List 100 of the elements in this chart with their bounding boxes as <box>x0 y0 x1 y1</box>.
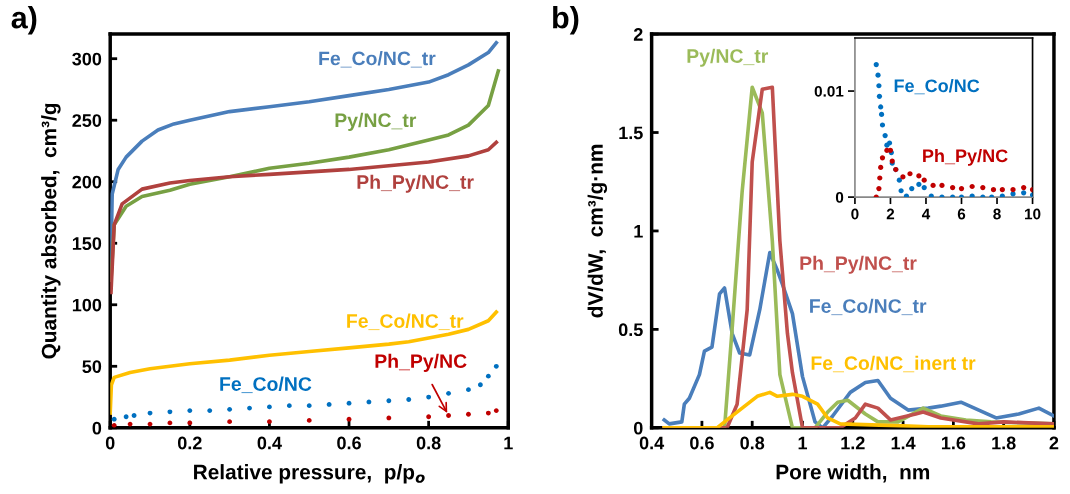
x-axis-title: Pore width, nm <box>776 464 930 483</box>
point <box>1021 190 1027 196</box>
point <box>878 104 884 110</box>
series-label: Py/NC_tr <box>687 48 769 67</box>
point <box>123 414 129 420</box>
point <box>969 183 975 190</box>
point <box>485 373 491 379</box>
series-label: Fe_Co/NC <box>220 376 312 394</box>
point <box>921 184 927 191</box>
point <box>877 175 883 181</box>
x-tick-label: 0.4 <box>257 436 282 450</box>
point <box>386 398 392 404</box>
point <box>999 187 1005 193</box>
point <box>921 177 927 183</box>
point <box>990 187 997 193</box>
point <box>306 418 312 423</box>
point <box>878 164 884 171</box>
point <box>980 184 986 191</box>
point <box>485 410 491 416</box>
point <box>882 133 888 139</box>
point <box>247 405 252 411</box>
point <box>286 403 292 409</box>
series-label: Fe_Co/NC_inert tr <box>811 355 976 373</box>
point <box>876 93 883 99</box>
point <box>493 408 499 413</box>
x-tick-label: 6 <box>957 208 966 220</box>
point <box>446 413 451 418</box>
point <box>879 155 886 161</box>
x-tick-label: 0.2 <box>177 436 202 450</box>
point <box>903 193 910 198</box>
series-label: Ph_Py/NC <box>923 148 1008 166</box>
point <box>907 171 913 177</box>
x-tick-label: 1.4 <box>891 436 916 450</box>
x-tick-label: 0.8 <box>416 436 441 450</box>
point <box>167 409 173 415</box>
point <box>446 390 451 396</box>
x-tick-label: 1.6 <box>941 436 966 450</box>
point <box>187 408 193 413</box>
chart-title: a) <box>11 6 37 35</box>
line-series <box>662 250 1054 428</box>
y-tick-label: 0 <box>92 421 102 435</box>
series-label: Fe_Co/NC_tr <box>810 298 927 316</box>
point <box>916 173 922 179</box>
point <box>493 363 499 369</box>
x-tick-label: 8 <box>993 208 1001 220</box>
x-tick-label: 0 <box>851 208 859 220</box>
point <box>939 182 945 189</box>
y-tick-label: 150 <box>72 237 102 250</box>
point <box>873 61 879 68</box>
y-tick-label: 2 <box>633 28 643 41</box>
point <box>466 387 471 393</box>
y-axis-title: dV/dW, cm³/g·nm <box>587 144 608 318</box>
point <box>1021 184 1027 191</box>
point <box>426 414 432 420</box>
x-tick-label: 1 <box>504 436 513 450</box>
series-label: Ph_Py/NC_tr <box>800 255 917 274</box>
point <box>207 408 213 413</box>
point <box>958 186 965 192</box>
x-tick-label: 1 <box>798 436 808 450</box>
point <box>1010 187 1016 193</box>
point <box>466 411 471 417</box>
x-tick-label: 0.6 <box>337 436 361 450</box>
y-tick-label: 200 <box>72 175 102 189</box>
x-tick-label: 4 <box>921 208 931 220</box>
series-label: Py/NC_tr <box>335 112 417 131</box>
point <box>969 193 975 198</box>
point <box>227 419 233 425</box>
y-tick-label: 0.5 <box>618 323 643 337</box>
point <box>898 188 904 194</box>
x-tick-label: 2 <box>1049 436 1059 450</box>
x-tick-label: 0.8 <box>740 436 765 450</box>
y-tick-label: 50 <box>82 360 102 374</box>
point <box>326 402 332 407</box>
point <box>306 403 312 409</box>
line-series <box>662 390 1054 428</box>
point <box>999 193 1005 198</box>
point <box>875 72 881 78</box>
y-tick-label: 1 <box>634 225 643 238</box>
point <box>406 397 412 402</box>
y-tick-label: 0.01 <box>814 85 844 97</box>
x-tick-label: 0.6 <box>690 436 714 450</box>
series-label: Fe_Co/NC_tr <box>319 51 436 68</box>
line-series <box>110 140 499 295</box>
point <box>267 404 272 410</box>
text: Ph_Py/NC <box>375 353 467 372</box>
y-tick-label: 100 <box>72 298 102 312</box>
y-tick-label: 1.5 <box>619 126 643 140</box>
point <box>227 406 233 412</box>
y-tick-label: 300 <box>72 52 102 66</box>
x-axis-title: Relative pressure, p/p$_{o}$ <box>194 464 425 484</box>
point <box>878 111 885 117</box>
series-label: Fe_Co/NC <box>894 78 980 95</box>
y-tick-label: 0 <box>633 421 643 435</box>
x-tick-label: 0 <box>105 436 115 450</box>
point <box>111 416 117 422</box>
point <box>879 122 886 128</box>
y-axis-title: Quantity absorbed, cm³/g <box>41 103 61 359</box>
x-tick-label: 2 <box>886 208 895 220</box>
point <box>477 382 483 388</box>
point <box>909 186 915 192</box>
